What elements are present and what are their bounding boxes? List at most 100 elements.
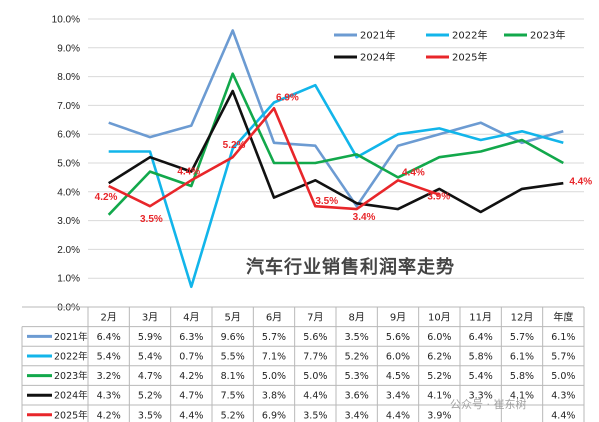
table-row-label: 2021年 [54,331,88,343]
legend-item: 2025年 [452,51,487,64]
table-cell: 4.3% [97,391,121,402]
category-label: 7月 [307,311,323,323]
table-cell: 4.1% [510,391,534,402]
series-line-2025年 [108,107,440,211]
table-cell: 5.4% [469,371,493,382]
table-cell: 7.7% [303,352,327,363]
table-cell: 6.0% [427,332,451,343]
table-cell: 4.4% [386,410,410,421]
legend-item: 2023年 [530,29,565,42]
series-line-2022年 [108,83,564,289]
data-label-2025: 4.2% [95,192,118,203]
table-cell: 5.7% [551,352,575,363]
category-label: 8月 [348,311,364,323]
table-cell: 4.7% [179,391,203,402]
data-table: 2月 3月 4月 5月 6月 7月 8月 9月 10月 11月 12月 年度 2021年 6.4% 5.9%… [21,306,585,422]
category-label: 12月 [511,311,534,323]
table-cell: 3.2% [97,371,121,382]
y-tick-label: 1.0% [57,274,80,285]
table-cell: 5.8% [469,352,493,363]
table-row-label: 2022年 [54,351,88,363]
table-cell: 4.1% [427,391,451,402]
table-cell: 5.7% [510,332,534,343]
category-label: 4月 [183,311,199,323]
category-label: 年度 [553,310,573,323]
table-cell: 4.3% [551,391,575,402]
category-label: 10月 [428,311,451,323]
table-cell: 5.6% [386,332,410,343]
table-cell: 4.5% [386,371,410,382]
table-cell: 5.0% [551,371,575,382]
table-row-label: 2024年 [54,390,88,402]
table-cell: 5.4% [138,352,162,363]
y-tick-label: 3.0% [57,216,80,227]
table-cell: 6.2% [427,352,451,363]
table-cell: 3.8% [262,391,286,402]
category-label: 2月 [100,311,116,323]
data-label-2025: 4.4% [402,167,425,178]
table-row-label: 2025年 [54,409,88,421]
data-label-2025: 3.9% [427,192,450,203]
data-label-2025: 4.4% [569,176,592,187]
table-cell: 5.9% [138,332,162,343]
watermark: 公众号 · 崔东树 [450,398,527,411]
y-tick-label: 9.0% [57,43,80,54]
series-line-2023年 [107,72,564,216]
table-cell: 6.0% [386,352,410,363]
table-cell: 3.6% [345,391,369,402]
table-cell: 3.5% [345,332,369,343]
series-line-2024年 [108,89,564,214]
table-cell: 5.8% [510,371,534,382]
y-axis-ticks: 0.0% 1.0% 2.0% 3.0% 4.0% 5.0% 6.0% 7.0% 8.0% 9.0%… [52,15,80,314]
table-cell: 6.3% [179,332,203,343]
table-cell: 4.2% [97,410,121,421]
y-tick-label: 5.0% [57,159,80,170]
table-cell: 4.4% [179,410,203,421]
data-labels: 4.2% 3.5% 4.4% 5.2% 6.9% 3.5% 3.4% 4.4% 3.9% 4.4% [95,92,593,225]
table-cell: 5.7% [262,332,286,343]
table-cell: 3.4% [345,410,369,421]
table-cell: 6.9% [262,410,286,421]
table-row-label: 2023年 [54,370,88,382]
series-line-2021年 [108,29,564,208]
category-label: 3月 [142,311,158,323]
y-tick-label: 0.0% [57,303,80,314]
y-tick-label: 7.0% [57,101,80,112]
table-cell: 9.6% [221,332,245,343]
table-cell: 4.2% [179,371,203,382]
table-cell: 6.1% [510,352,534,363]
chart-title: 汽车行业销售利润率走势 [246,256,455,278]
legend-item: 2022年 [452,29,487,42]
data-label-2025: 4.4% [177,166,200,177]
y-tick-label: 2.0% [57,245,80,256]
table-cell: 6.1% [551,332,575,343]
table-cell: 3.5% [303,410,327,421]
category-label: 6月 [266,311,282,323]
table-cell: 6.4% [97,332,121,343]
table-cell: 5.2% [345,352,369,363]
data-label-2025: 5.2% [223,140,246,151]
legend: 2021年 2022年 2023年 2024年 2025年 [334,29,565,64]
table-cell: 5.2% [221,410,245,421]
category-label: 9月 [390,311,406,323]
table-cell: 3.9% [427,410,451,421]
table-cell: 5.5% [221,352,245,363]
table-cell: 5.0% [262,371,286,382]
series-lines [107,29,564,289]
table-cell: 5.4% [97,352,121,363]
y-tick-label: 8.0% [57,72,80,83]
table-cell: 8.1% [221,371,245,382]
table-cell: 5.3% [345,371,369,382]
table-cell: 5.6% [303,332,327,343]
legend-item: 2021年 [360,29,395,42]
data-label-2025: 3.4% [353,212,376,223]
table-cell: 4.7% [138,371,162,382]
data-label-2025: 3.5% [140,214,163,225]
table-cell: 7.5% [221,391,245,402]
table-cell: 0.7% [179,352,203,363]
table-cell: 4.4% [303,391,327,402]
category-label: 5月 [224,311,240,323]
table-cell: 3.5% [138,410,162,421]
y-tick-label: 4.0% [57,187,80,198]
